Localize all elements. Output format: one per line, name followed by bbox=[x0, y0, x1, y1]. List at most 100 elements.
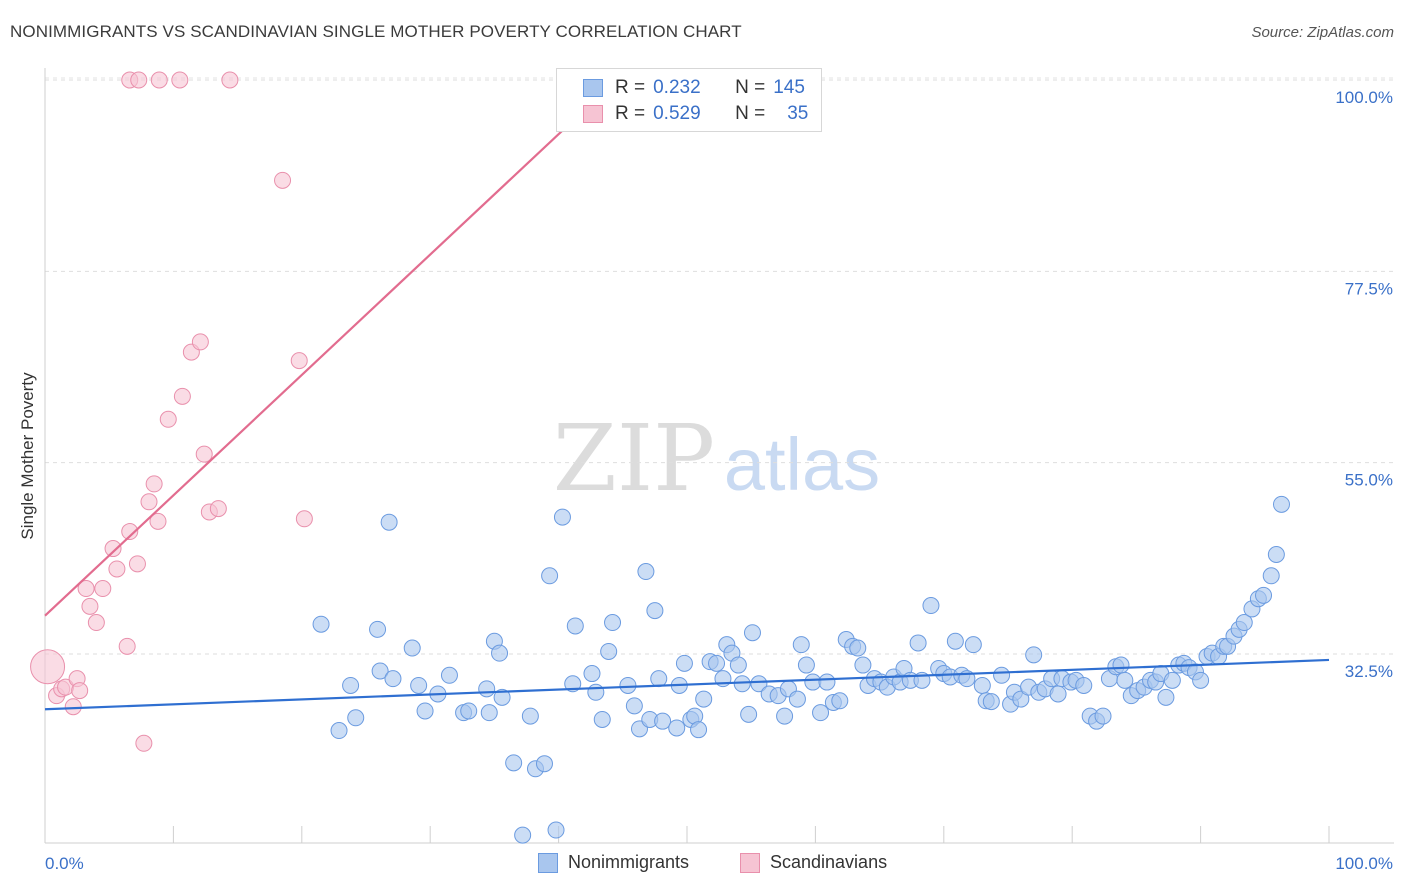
nonimmigrants-point bbox=[788, 690, 806, 708]
nonimmigrants-point bbox=[792, 636, 810, 654]
nonimmigrants-point bbox=[849, 639, 867, 657]
nonimmigrants-point bbox=[440, 666, 458, 684]
y-axis-label: Single Mother Poverty bbox=[18, 372, 37, 540]
nonimmigrants-point bbox=[993, 666, 1011, 684]
scandinavians-point bbox=[159, 410, 177, 428]
scandinavians-trend-line bbox=[44, 79, 618, 617]
scandinavians-point bbox=[71, 682, 89, 700]
nonimmigrants-point bbox=[740, 705, 758, 723]
scandinavians-point bbox=[121, 523, 139, 541]
scandinavians-point bbox=[64, 698, 82, 716]
y-tick-label: 32.5% bbox=[1345, 662, 1393, 681]
scandinavians-point bbox=[149, 512, 167, 530]
nonimmigrants-point bbox=[909, 634, 927, 652]
nonimmigrants-point bbox=[1075, 676, 1093, 694]
nonimmigrants-point bbox=[547, 821, 565, 839]
scandinavians-point bbox=[173, 387, 191, 405]
nonimmigrants-point bbox=[646, 602, 664, 620]
scandinavians-point bbox=[140, 493, 158, 511]
nonimmigrants-point bbox=[380, 513, 398, 531]
nonimmigrants-point bbox=[587, 683, 605, 701]
series-legend: Nonimmigrants Scandinavians bbox=[0, 852, 1406, 878]
scandinavians-point bbox=[209, 500, 227, 518]
nonimmigrants-point bbox=[1049, 685, 1067, 703]
nonimmigrants-point bbox=[330, 722, 348, 740]
nonimmigrants-point bbox=[553, 508, 571, 526]
nonimmigrants-point bbox=[410, 676, 428, 694]
nonimmigrants-point bbox=[1112, 656, 1130, 674]
nonimmigrants-point bbox=[342, 676, 360, 694]
scandinavians-point bbox=[295, 510, 313, 528]
nonimmigrants-point bbox=[416, 702, 434, 720]
scandinavians-point bbox=[30, 649, 66, 685]
scandinavians-point bbox=[77, 580, 95, 598]
nonimmigrants-point bbox=[750, 675, 768, 693]
nonimmigrants-point bbox=[1255, 586, 1273, 604]
nonimmigrants-point bbox=[797, 656, 815, 674]
nonimmigrants-point bbox=[1012, 690, 1030, 708]
scandinavians-point bbox=[130, 71, 148, 89]
nonimmigrants-point bbox=[566, 617, 584, 635]
r-value: 0.232 bbox=[653, 77, 701, 98]
legend-row-scandinavians: R = 0.529 N = 35 bbox=[583, 102, 808, 126]
scandinavians-point bbox=[81, 597, 99, 615]
nonimmigrants-point bbox=[946, 632, 964, 650]
legend-swatch-nonimmigrants bbox=[583, 79, 603, 97]
nonimmigrants-point bbox=[1025, 646, 1043, 664]
nonimmigrants-point bbox=[593, 710, 611, 728]
nonimmigrants-point bbox=[668, 719, 686, 737]
nonimmigrants-point bbox=[369, 620, 387, 638]
nonimmigrants-point bbox=[541, 567, 559, 585]
legend-item-scandinavians[interactable]: Scandinavians bbox=[740, 852, 887, 873]
correlation-legend: R = 0.232 N = 145 R = 0.529 N = 35 bbox=[556, 68, 822, 132]
nonimmigrants-point bbox=[521, 707, 539, 725]
nonimmigrants-point bbox=[625, 697, 643, 715]
scandinavians-point bbox=[274, 171, 292, 189]
nonimmigrants-point bbox=[818, 673, 836, 691]
n-label: N = bbox=[735, 77, 766, 98]
nonimmigrants-point bbox=[312, 615, 330, 633]
nonimmigrants-point bbox=[695, 690, 713, 708]
nonimmigrants-point bbox=[493, 688, 511, 706]
nonimmigrants-point bbox=[514, 826, 532, 844]
nonimmigrants-point bbox=[491, 644, 509, 662]
legend-row-nonimmigrants: R = 0.232 N = 145 bbox=[583, 76, 805, 100]
nonimmigrants-point bbox=[690, 721, 708, 739]
legend-label-scandinavians: Scandinavians bbox=[770, 852, 888, 872]
scandinavians-point bbox=[195, 445, 213, 463]
nonimmigrants-point bbox=[505, 754, 523, 772]
nonimmigrants-point bbox=[619, 676, 637, 694]
nonimmigrants-point bbox=[675, 654, 693, 672]
nonimmigrants-point bbox=[1272, 495, 1290, 513]
y-tick-label: 77.5% bbox=[1345, 279, 1393, 298]
nonimmigrants-point bbox=[1235, 614, 1253, 632]
chart-title: NONIMMIGRANTS VS SCANDINAVIAN SINGLE MOT… bbox=[10, 22, 742, 41]
scandinavians-point bbox=[128, 555, 146, 573]
nonimmigrants-point bbox=[347, 709, 365, 727]
nonimmigrants-point bbox=[922, 597, 940, 615]
nonimmigrants-point bbox=[854, 656, 872, 674]
x-tick-label: 100.0% bbox=[1335, 854, 1393, 873]
r-value: 0.529 bbox=[653, 103, 701, 124]
nonimmigrants-point bbox=[1094, 707, 1112, 725]
nonimmigrants-point bbox=[804, 673, 822, 691]
source-credit[interactable]: Source: ZipAtlas.com bbox=[1251, 24, 1394, 41]
scandinavians-point bbox=[191, 333, 209, 351]
nonimmigrants-point bbox=[600, 642, 618, 660]
scandinavians-point bbox=[118, 637, 136, 655]
nonimmigrants-point bbox=[460, 702, 478, 720]
legend-item-nonimmigrants[interactable]: Nonimmigrants bbox=[538, 852, 689, 873]
scandinavians-point bbox=[221, 71, 239, 89]
nonimmigrants-point bbox=[535, 755, 553, 773]
legend-swatch-scandinavians bbox=[740, 852, 760, 873]
nonimmigrants-point bbox=[776, 707, 794, 725]
x-tick-label: 0.0% bbox=[45, 854, 84, 873]
nonimmigrants-point bbox=[973, 676, 991, 694]
nonimmigrants-point bbox=[604, 614, 622, 632]
nonimmigrants-point bbox=[729, 656, 747, 674]
scandinavians-point bbox=[87, 614, 105, 632]
nonimmigrants-point bbox=[403, 639, 421, 657]
nonimmigrants-point bbox=[583, 665, 601, 683]
scandinavians-point bbox=[135, 734, 153, 752]
